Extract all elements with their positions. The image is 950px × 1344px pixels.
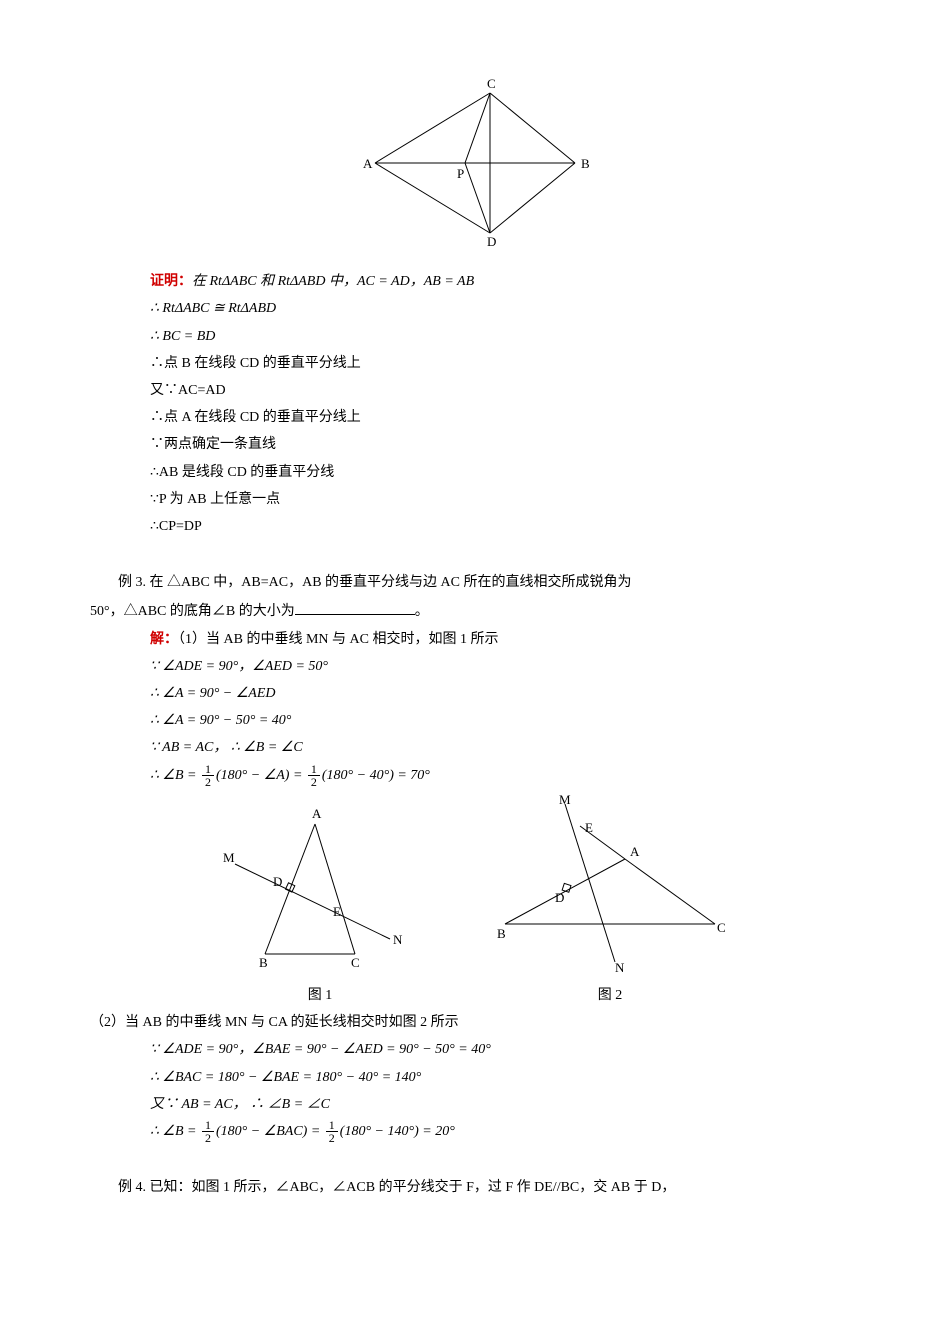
frac-half-2: 12 [308,763,320,788]
frac-half-3: 12 [202,1119,214,1144]
f1-b: B [259,955,268,970]
f1-a: A [312,806,322,821]
fig1-caption: 图 1 [215,983,425,1008]
ex3-title-c: 。 [415,604,429,619]
f1-m: M [223,850,235,865]
label-p: P [457,166,464,181]
example-3: 例 3. 在 △ABC 中，AB=AC，AB 的垂直平分线与边 AC 所在的直线… [90,570,860,1144]
example-4: 例 4. 已知：如图 1 所示，∠ABC，∠ACB 的平分线交于 F，过 F 作… [90,1175,860,1200]
fig2-caption: 图 2 [485,983,735,1008]
ex3-s5: ∴ ∠B = 12(180° − ∠A) = 12(180° − 40°) = … [150,763,860,788]
ex3-s5-post: (180° − 40°) = 70° [322,768,430,783]
label-d: D [487,234,496,248]
ex3-t4-pre: ∴ ∠B = [150,1124,200,1139]
ex3-solution: 解：（1）当 AB 的中垂线 MN 与 AC 相交时，如图 1 所示 ∵ ∠AD… [150,627,860,788]
proof-l6: ∴点 A 在线段 CD 的垂直平分线上 [150,405,860,430]
ex3-solution-2: ∵ ∠ADE = 90°，∠BAE = 90° − ∠AED = 90° − 5… [150,1037,860,1144]
ex3-s3: ∴ ∠A = 90° − 50° = 40° [150,708,860,733]
ex3-s5-pre: ∴ ∠B = [150,768,200,783]
figure-1-wrap: A B C D E M N 图 1 [215,804,425,1008]
proof-l7: ∵两点确定一条直线 [150,432,860,457]
proof-block: 证明：在 RtΔABC 和 RtΔABD 中，AC = AD，AB = AB ∴… [150,269,860,539]
ex3-p1: （1）当 AB 的中垂线 MN 与 AC 相交时，如图 1 所示 [178,632,498,647]
ex3-s5-mid: (180° − ∠A) = [216,768,306,783]
label-b: B [581,156,590,171]
ex3-title: 例 3. 在 △ABC 中，AB=AC，AB 的垂直平分线与边 AC 所在的直线… [90,570,860,595]
f1-d: D [273,874,282,889]
proof-l5: 又∵AC=AD [150,378,860,403]
ex3-t4: ∴ ∠B = 12(180° − ∠BAC) = 12(180° − 140°)… [150,1119,860,1144]
frac-half-4: 12 [326,1119,338,1144]
kite-svg: A B C D P [345,78,605,248]
proof-l3: ∴ BC = BD [150,324,860,349]
f1-n: N [393,932,403,947]
proof-l8: ∴AB 是线段 CD 的垂直平分线 [150,460,860,485]
proof-l4: ∴点 B 在线段 CD 的垂直平分线上 [150,351,860,376]
ex3-title-line2: 50°，△ABC 的底角∠B 的大小为 。 [90,599,860,624]
f2-a: A [630,844,640,859]
label-a: A [363,156,373,171]
proof-label: 证明： [150,274,192,289]
proof-l2: ∴ RtΔABC ≅ RtΔABD [150,296,860,321]
ex3-s1: ∵ ∠ADE = 90°，∠AED = 50° [150,654,860,679]
proof-l1: 在 RtΔABC 和 RtΔABD 中，AC = AD，AB = AB [192,274,474,289]
figure-2-svg: A B C D E M N [485,794,735,974]
proof-l9: ∵P 为 AB 上任意一点 [150,487,860,512]
ex3-t4-mid: (180° − ∠BAC) = [216,1124,324,1139]
blank-answer [295,600,415,615]
label-c: C [487,78,496,91]
ex3-t3: 又∵ AB = AC， ∴ ∠B = ∠C [150,1092,860,1117]
ex3-t2: ∴ ∠BAC = 180° − ∠BAE = 180° − 40° = 140° [150,1065,860,1090]
ex3-s2: ∴ ∠A = 90° − ∠AED [150,681,860,706]
f2-d: D [555,890,564,905]
f2-n: N [615,960,625,974]
figure-row: A B C D E M N 图 1 A [90,794,860,1008]
f1-e: E [333,904,341,919]
ex3-t4-post: (180° − 140°) = 20° [340,1124,455,1139]
figure-2-wrap: A B C D E M N 图 2 [485,794,735,1008]
f2-b: B [497,926,506,941]
ex3-s4: ∵ AB = AC， ∴ ∠B = ∠C [150,735,860,760]
f2-e: E [585,820,593,835]
figure-kite: A B C D P [90,78,860,257]
ex3-title-a: 例 3. 在 △ABC 中，AB=AC，AB 的垂直平分线与边 AC 所在的直线… [118,575,631,590]
ex3-t1: ∵ ∠ADE = 90°，∠BAE = 90° − ∠AED = 90° − 5… [150,1037,860,1062]
f2-m: M [559,794,571,807]
proof-l10: ∴CP=DP [150,514,860,539]
figure-1-svg: A B C D E M N [215,804,425,974]
sol-label: 解： [150,632,178,647]
frac-half-1: 12 [202,763,214,788]
f2-c: C [717,920,726,935]
ex4-text: 例 4. 已知：如图 1 所示，∠ABC，∠ACB 的平分线交于 F，过 F 作… [118,1180,675,1195]
ex3-title-b: 50°，△ABC 的底角∠B 的大小为 [90,604,295,619]
f1-c: C [351,955,360,970]
ex3-p2: （2）当 AB 的中垂线 MN 与 CA 的延长线相交时如图 2 所示 [90,1010,860,1035]
